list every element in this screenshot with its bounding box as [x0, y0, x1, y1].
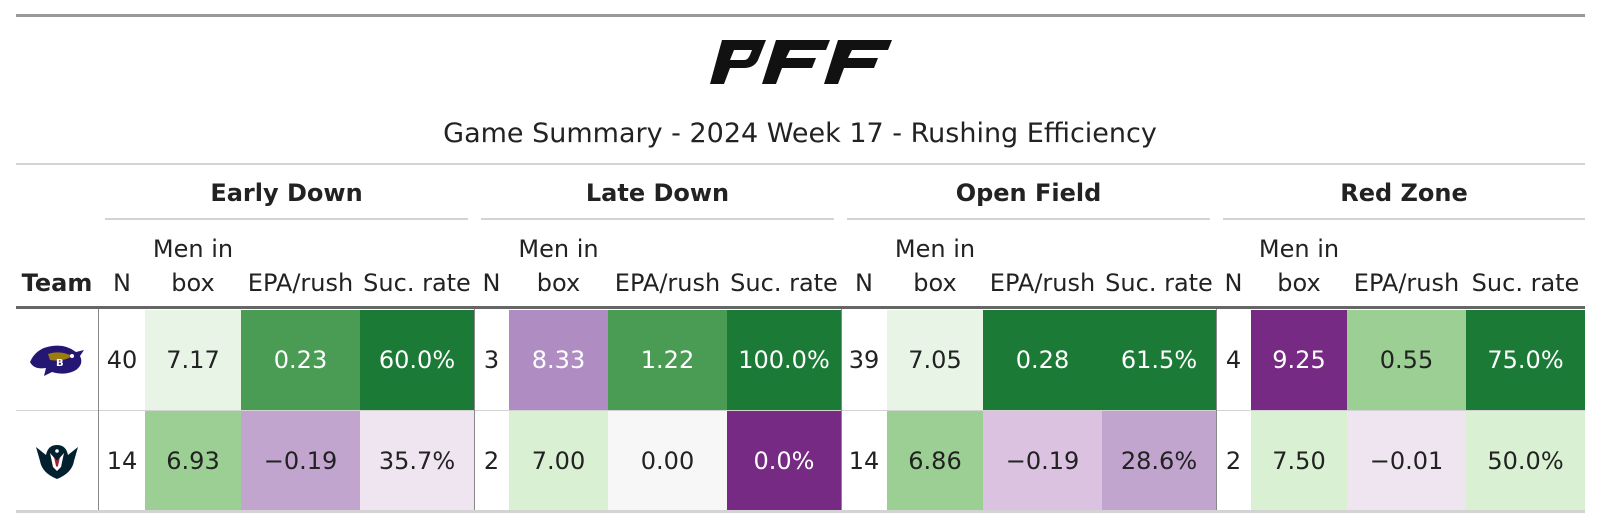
group-label: Late Down [585, 179, 730, 207]
table-cell: 2 [474, 411, 509, 510]
col-n: N [113, 269, 131, 297]
table-cell: −0.01 [1347, 411, 1466, 510]
table-title: Game Summary - 2024 Week 17 - Rushing Ef… [443, 118, 1157, 149]
pff-logo [710, 40, 892, 84]
group-early-down: Early Down [105, 176, 468, 220]
group-separator [474, 309, 475, 510]
table-cell: 39 [841, 310, 887, 410]
col-epa-rush: EPA/rush [1353, 269, 1460, 297]
col-label: box [171, 269, 215, 297]
col-n: N [482, 269, 501, 297]
col-suc-rate: Suc. rate [363, 269, 471, 297]
col-label: box [536, 269, 581, 297]
col-n: N [1224, 269, 1243, 297]
table-cell: 1.22 [608, 310, 727, 410]
table-cell: 4 [1216, 310, 1251, 410]
group-label: Red Zone [1340, 179, 1468, 207]
col-team: Team [21, 269, 93, 297]
table-cell: 14 [841, 411, 887, 510]
col-suc-rate: Suc. rate [730, 269, 838, 297]
ravens-logo-icon: B [30, 345, 84, 376]
group-red-zone: Red Zone [1223, 176, 1585, 220]
col-label: Men in [152, 235, 234, 263]
col-epa-rush: EPA/rush [247, 269, 354, 297]
table-cell: −0.19 [983, 411, 1102, 510]
table-cell: 2 [1216, 411, 1251, 510]
table-cell: 28.6% [1102, 411, 1216, 510]
group-underline [105, 218, 468, 220]
col-men-in-box: Men in box [887, 232, 983, 300]
table-cell: −0.19 [241, 411, 360, 510]
group-underline [481, 218, 834, 220]
group-label: Open Field [955, 179, 1102, 207]
col-suc-rate: Suc. rate [1105, 269, 1213, 297]
table-cell: 8.33 [509, 310, 608, 410]
table-cell: 61.5% [1102, 310, 1216, 410]
col-men-in-box: Men in box [1251, 232, 1347, 300]
group-separator [841, 309, 842, 510]
table-cell: 0.55 [1347, 310, 1466, 410]
bottom-rule [16, 510, 1585, 513]
col-label: Men in [518, 235, 599, 263]
table-cell: 6.86 [887, 411, 983, 510]
group-underline [1223, 218, 1585, 220]
table-cell: 6.93 [145, 411, 241, 510]
table-cell: 0.0% [727, 411, 841, 510]
team-cell [16, 411, 98, 510]
group-separator [1216, 309, 1217, 510]
table-cell: 7.50 [1251, 411, 1347, 510]
table-cell: 100.0% [727, 310, 841, 410]
table-cell: 40 [99, 310, 145, 410]
col-suc-rate: Suc. rate [1471, 269, 1580, 297]
col-label: box [1277, 269, 1321, 297]
texans-logo-icon [36, 444, 78, 479]
col-epa-rush: EPA/rush [989, 269, 1096, 297]
col-label: Men in [894, 235, 976, 263]
table-cell: 7.00 [509, 411, 608, 510]
table-cell: 7.05 [887, 310, 983, 410]
col-label: box [913, 269, 957, 297]
team-cell: B [16, 310, 98, 410]
group-label: Early Down [210, 179, 363, 207]
table-cell: 7.17 [145, 310, 241, 410]
table-cell: 0.23 [241, 310, 360, 410]
group-late-down: Late Down [481, 176, 834, 220]
group-open-field: Open Field [847, 176, 1210, 220]
row-divider [16, 410, 1585, 411]
table-row: B 40 7.17 0.23 60.0% 3 8.33 1.22 100.0% 39 7.05 0.… [16, 310, 1585, 410]
table-cell: 60.0% [360, 310, 474, 410]
header-rule [16, 306, 1585, 309]
col-label: Men in [1258, 235, 1340, 263]
table-cell: 0.00 [608, 411, 727, 510]
col-n: N [855, 269, 873, 297]
table-cell: 3 [474, 310, 509, 410]
col-men-in-box: Men in box [145, 232, 241, 300]
col-epa-rush: EPA/rush [614, 269, 721, 297]
table-cell: 75.0% [1466, 310, 1585, 410]
table-cell: 9.25 [1251, 310, 1347, 410]
col-men-in-box: Men in box [509, 232, 608, 300]
table-cell: 35.7% [360, 411, 474, 510]
team-separator [98, 309, 99, 510]
table-cell: 50.0% [1466, 411, 1585, 510]
table-cell: 14 [99, 411, 145, 510]
svg-text:B: B [56, 358, 64, 369]
table-cell: 0.28 [983, 310, 1102, 410]
title-rule [16, 163, 1585, 165]
table-row: 14 6.93 −0.19 35.7% 2 7.00 0.00 0.0% 14 6.86 −0.19… [16, 411, 1585, 510]
top-rule [16, 14, 1585, 17]
group-underline [847, 218, 1210, 220]
